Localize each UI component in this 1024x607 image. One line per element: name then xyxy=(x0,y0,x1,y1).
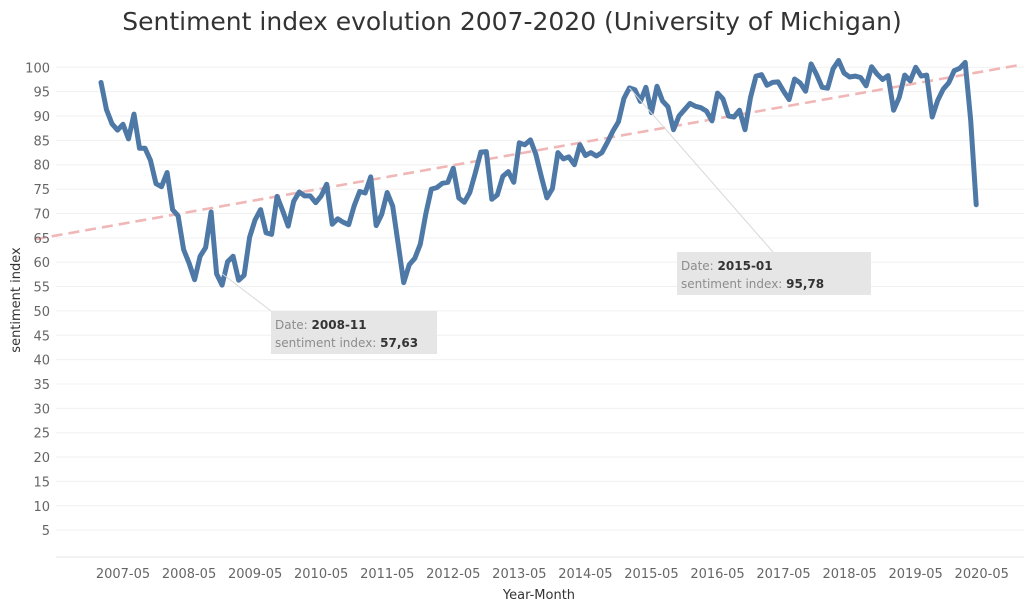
annotation-value: sentiment index: 57,63 xyxy=(275,336,418,350)
chart-title: Sentiment index evolution 2007-2020 (Uni… xyxy=(122,7,902,36)
x-tick-label: 2017-05 xyxy=(756,567,810,582)
annotation-date: Date: 2008-11 xyxy=(275,318,367,332)
trend-line xyxy=(34,63,1021,241)
y-tick-label: 65 xyxy=(33,232,50,247)
annotation-box xyxy=(677,252,871,295)
x-tick-label: 2019-05 xyxy=(889,567,943,582)
x-tick-label: 2020-05 xyxy=(955,567,1009,582)
x-tick-label: 2009-05 xyxy=(228,567,282,582)
annotation-value: sentiment index: 95,78 xyxy=(681,277,824,291)
x-tick-label: 2015-05 xyxy=(624,567,678,582)
y-tick-label: 25 xyxy=(33,427,50,442)
x-tick-label: 2008-05 xyxy=(162,567,216,582)
x-tick-label: 2010-05 xyxy=(294,567,348,582)
x-tick-label: 2012-05 xyxy=(426,567,480,582)
x-tick-label: 2007-05 xyxy=(96,567,150,582)
y-tick-label: 5 xyxy=(42,524,50,539)
annotation-leader xyxy=(629,87,774,253)
x-tick-label: 2018-05 xyxy=(822,567,876,582)
y-tick-label: 95 xyxy=(33,86,50,101)
x-axis-title: Year-Month xyxy=(502,588,575,603)
y-tick-label: 90 xyxy=(33,110,50,125)
annotation-leader xyxy=(221,273,272,312)
y-tick-label: 100 xyxy=(25,61,50,76)
y-tick-label: 45 xyxy=(33,329,50,344)
annotation-2008-11: Date: 2008-11 sentiment index: 57,63 xyxy=(221,273,437,354)
y-tick-label: 75 xyxy=(33,183,50,198)
y-axis-ticks: 5 10 15 20 25 30 35 40 45 50 55 60 65 70 75 80 85 90 95 100 xyxy=(25,61,50,539)
series-line xyxy=(98,58,979,288)
y-tick-label: 30 xyxy=(33,402,50,417)
y-tick-label: 60 xyxy=(33,256,50,271)
y-tick-label: 55 xyxy=(33,281,50,296)
y-tick-label: 35 xyxy=(33,378,50,393)
y-axis-title: sentiment index xyxy=(9,247,24,353)
y-tick-label: 70 xyxy=(33,207,50,222)
x-tick-label: 2014-05 xyxy=(558,567,612,582)
y-tick-label: 85 xyxy=(33,134,50,149)
y-tick-label: 15 xyxy=(33,475,50,490)
annotation-2015-01: Date: 2015-01 sentiment index: 95,78 xyxy=(629,87,871,295)
y-tick-label: 40 xyxy=(33,354,50,369)
x-tick-label: 2011-05 xyxy=(360,567,414,582)
y-tick-label: 20 xyxy=(33,451,50,466)
grid-lines xyxy=(56,66,1024,558)
annotation-date: Date: 2015-01 xyxy=(681,259,773,273)
x-axis-ticks: 2007-05 2008-05 2009-05 2010-05 2011-05 2012-… xyxy=(96,567,1009,582)
y-tick-label: 50 xyxy=(33,305,50,320)
x-tick-label: 2016-05 xyxy=(690,567,744,582)
x-tick-label: 2013-05 xyxy=(492,567,546,582)
annotation-box xyxy=(271,311,437,354)
y-tick-label: 80 xyxy=(33,159,50,174)
y-tick-label: 10 xyxy=(33,500,50,515)
